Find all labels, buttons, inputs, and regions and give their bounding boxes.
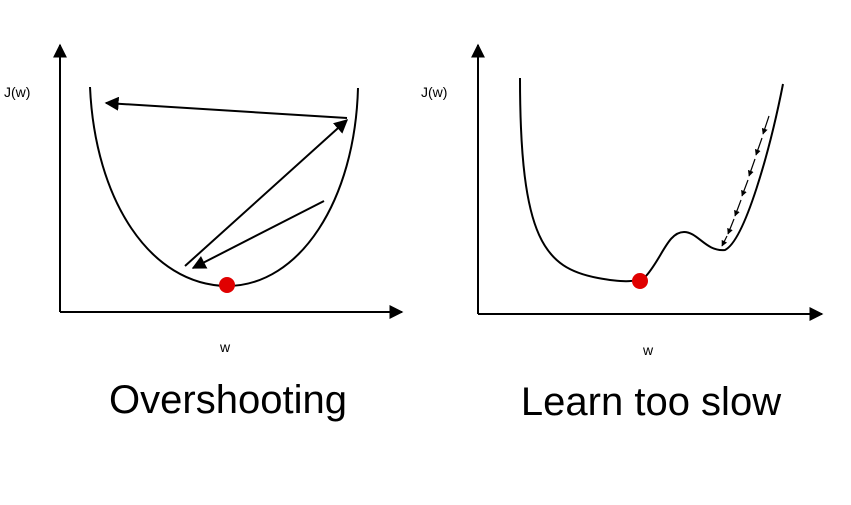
left-x-axis-label: w bbox=[219, 339, 231, 355]
left-arrow-step-3 bbox=[104, 96, 348, 119]
left-arrow-step-2 bbox=[184, 119, 349, 267]
left-panel: J(w) w Overshooting bbox=[4, 43, 404, 422]
small-step-arrow bbox=[721, 235, 728, 247]
right-caption: Learn too slow bbox=[521, 380, 781, 424]
left-caption: Overshooting bbox=[109, 378, 347, 422]
right-x-axis-label: w bbox=[642, 342, 654, 358]
small-step-arrow bbox=[741, 179, 749, 197]
right-y-axis-label: J(w) bbox=[421, 84, 447, 100]
right-small-step-arrows bbox=[721, 115, 770, 247]
left-y-axis-label: J(w) bbox=[4, 84, 30, 100]
small-step-arrow bbox=[734, 199, 742, 217]
left-arrow-step-1 bbox=[191, 200, 325, 269]
right-panel: J(w) w Learn too slow bbox=[421, 43, 824, 424]
small-step-arrow bbox=[761, 115, 770, 135]
left-minimum-point bbox=[219, 277, 235, 293]
right-local-minimum-point bbox=[632, 273, 648, 289]
small-step-arrow bbox=[747, 158, 756, 177]
small-step-arrow bbox=[754, 137, 763, 156]
right-cost-curve bbox=[519, 77, 784, 283]
small-step-arrow bbox=[727, 218, 735, 235]
